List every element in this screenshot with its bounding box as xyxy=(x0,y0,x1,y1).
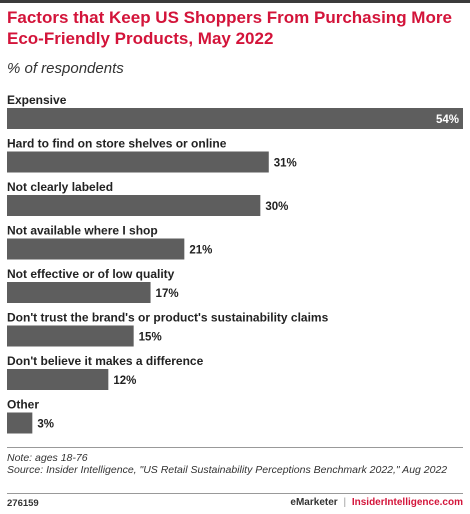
chart-subtitle: % of respondents xyxy=(7,60,124,77)
chart-id: 276159 xyxy=(7,498,39,509)
bars-layer: Expensive 54% Hard to find on store shelve… xyxy=(7,93,463,434)
value-label: 15% xyxy=(139,332,162,344)
category-label: Not clearly labeled xyxy=(7,180,113,194)
bar xyxy=(7,238,185,260)
value-label: 21% xyxy=(189,245,212,257)
footer-divider xyxy=(7,447,463,448)
category-label: Hard to find on store shelves or online xyxy=(7,137,227,151)
value-label: 17% xyxy=(156,288,179,300)
bar xyxy=(7,369,109,390)
category-label: Don't trust the brand's or product's sus… xyxy=(7,311,329,325)
footer-divider-bottom xyxy=(7,493,463,494)
footnote: Note: ages 18-76 Source: Insider Intelli… xyxy=(7,452,463,476)
top-rule xyxy=(0,0,470,3)
value-label: 3% xyxy=(37,419,54,431)
brand-footer: eMarketer | InsiderIntelligence.com xyxy=(290,497,463,508)
brand-separator: | xyxy=(343,497,347,508)
brand-insiderintelligence: InsiderIntelligence.com xyxy=(351,497,463,508)
category-label: Expensive xyxy=(7,93,67,107)
category-label: Not effective or of low quality xyxy=(7,267,175,281)
source-text: Source: Insider Intelligence, "US Retail… xyxy=(7,464,448,476)
category-label: Other xyxy=(7,398,39,412)
bar xyxy=(7,151,269,173)
value-label: 31% xyxy=(274,158,297,170)
chart-title: Factors that Keep US Shoppers From Purch… xyxy=(7,8,452,48)
value-label: 12% xyxy=(113,375,136,387)
category-label: Don't believe it makes a difference xyxy=(7,354,204,368)
bar xyxy=(7,108,463,129)
bar xyxy=(7,325,134,347)
value-label: 54% xyxy=(436,114,459,126)
brand-emarketer: eMarketer xyxy=(290,497,338,508)
bar-chart: Expensive 54% Hard to find on store shelve… xyxy=(7,93,463,434)
category-label: Not available where I shop xyxy=(7,224,158,238)
value-label: 30% xyxy=(265,201,288,213)
bar xyxy=(7,412,33,434)
bar xyxy=(7,195,261,216)
bar xyxy=(7,282,151,303)
note-text: Note: ages 18-76 xyxy=(7,452,88,464)
